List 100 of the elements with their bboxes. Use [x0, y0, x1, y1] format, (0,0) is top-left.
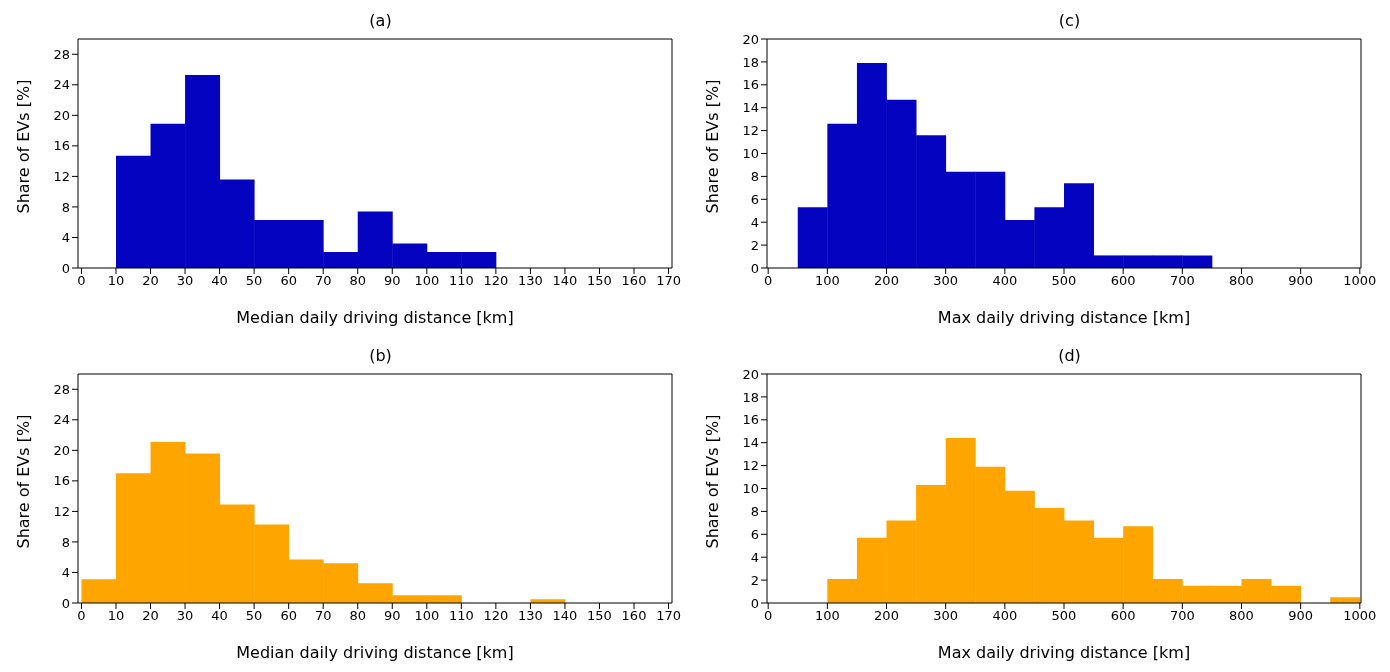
y-tick-label: 14: [742, 435, 759, 451]
y-tick-label: 8: [61, 534, 70, 550]
x-tick-label: 100: [814, 608, 840, 624]
x-tick-label: 600: [1110, 273, 1136, 289]
y-tick-label: 10: [742, 146, 759, 162]
x-tick-label: 0: [77, 273, 86, 289]
y-axis-title: Share of EVs [%]: [702, 414, 722, 549]
y-tick-label: 12: [742, 458, 759, 474]
y-tick-label: 6: [750, 526, 759, 542]
x-tick-label: 800: [1229, 608, 1254, 624]
y-tick-label: 16: [53, 138, 70, 154]
x-tick-label: 170: [656, 273, 681, 289]
y-tick-label: 8: [750, 169, 759, 185]
x-axis-title: Median daily driving distance [km]: [236, 308, 514, 327]
x-tick-label: 110: [448, 273, 474, 289]
x-tick-label: 100: [814, 273, 840, 289]
x-tick-label: 60: [280, 273, 297, 289]
chart-title: (b): [369, 346, 392, 365]
x-tick-label: 40: [211, 608, 228, 624]
y-tick-label: 16: [53, 473, 70, 489]
y-tick-label: 24: [53, 77, 70, 93]
y-tick-label: 4: [750, 549, 759, 565]
x-tick-label: 100: [414, 608, 440, 624]
x-tick-label: 10: [107, 273, 125, 289]
x-tick-label: 0: [77, 608, 86, 624]
x-tick-label: 150: [587, 608, 612, 624]
x-tick-label: 30: [176, 273, 194, 289]
y-tick-label: 0: [750, 260, 759, 276]
y-tick-label: 10: [742, 481, 759, 497]
y-tick-label: 2: [750, 572, 759, 588]
x-tick-label: 60: [280, 608, 297, 624]
y-tick-label: 4: [61, 230, 70, 246]
x-tick-label: 700: [1169, 608, 1195, 624]
y-axis-title: Share of EVs [%]: [702, 79, 722, 214]
x-tick-label: 20: [142, 608, 159, 624]
y-tick-label: 14: [742, 100, 759, 116]
x-tick-label: 130: [517, 273, 543, 289]
x-axis-title: Median daily driving distance [km]: [236, 643, 514, 662]
x-tick-label: 120: [483, 273, 509, 289]
x-tick-label: 130: [517, 608, 543, 624]
x-tick-label: 900: [1288, 608, 1314, 624]
x-tick-label: 200: [874, 608, 899, 624]
y-tick-label: 0: [61, 260, 70, 276]
x-tick-label: 150: [587, 273, 612, 289]
y-tick-label: 16: [742, 412, 759, 428]
y-tick-label: 8: [750, 504, 759, 520]
x-tick-label: 160: [621, 608, 647, 624]
x-tick-label: 30: [176, 608, 194, 624]
chart-title: (d): [1058, 346, 1081, 365]
x-tick-label: 1000: [1343, 608, 1377, 624]
x-tick-label: 600: [1110, 608, 1136, 624]
x-tick-label: 10: [107, 608, 125, 624]
y-tick-label: 28: [53, 381, 70, 397]
x-tick-label: 400: [992, 608, 1018, 624]
y-tick-label: 2: [750, 237, 759, 253]
y-tick-label: 4: [750, 214, 759, 230]
x-tick-label: 0: [764, 608, 773, 624]
x-tick-label: 300: [933, 608, 959, 624]
chart-title: (c): [1058, 11, 1081, 30]
x-tick-label: 0: [764, 273, 773, 289]
x-tick-label: 700: [1169, 273, 1195, 289]
x-tick-label: 90: [383, 608, 401, 624]
x-axis-title: Max daily driving distance [km]: [937, 643, 1191, 662]
x-axis-title: Max daily driving distance [km]: [937, 308, 1191, 327]
y-tick-label: 24: [53, 412, 70, 428]
x-tick-label: 110: [448, 608, 474, 624]
x-tick-label: 500: [1051, 273, 1077, 289]
y-tick-label: 0: [750, 595, 759, 611]
x-tick-label: 90: [383, 273, 401, 289]
y-tick-label: 20: [742, 31, 759, 47]
x-tick-label: 140: [552, 608, 578, 624]
x-tick-label: 900: [1288, 273, 1314, 289]
y-tick-label: 28: [53, 46, 70, 62]
chart-title: (a): [369, 11, 392, 30]
x-tick-label: 400: [992, 273, 1018, 289]
x-tick-label: 70: [314, 608, 332, 624]
x-tick-label: 500: [1051, 608, 1077, 624]
y-tick-label: 18: [742, 389, 759, 405]
x-tick-label: 20: [142, 273, 159, 289]
x-tick-label: 170: [656, 608, 681, 624]
y-tick-label: 8: [61, 199, 70, 215]
x-tick-label: 1000: [1343, 273, 1377, 289]
x-tick-label: 80: [349, 273, 367, 289]
x-tick-label: 40: [211, 273, 228, 289]
y-tick-label: 4: [61, 565, 70, 581]
x-tick-label: 80: [349, 608, 367, 624]
x-tick-label: 200: [874, 273, 899, 289]
y-tick-label: 16: [742, 77, 759, 93]
x-tick-label: 120: [483, 608, 509, 624]
y-tick-label: 0: [61, 595, 70, 611]
y-tick-label: 12: [53, 504, 70, 520]
x-tick-label: 70: [314, 273, 332, 289]
y-tick-label: 18: [742, 54, 759, 70]
y-tick-label: 12: [53, 169, 70, 185]
y-tick-label: 20: [53, 442, 70, 458]
y-axis-title: Share of EVs [%]: [13, 414, 33, 549]
x-tick-label: 50: [245, 608, 263, 624]
y-axis-title: Share of EVs [%]: [13, 79, 33, 214]
x-tick-label: 160: [621, 273, 647, 289]
y-tick-label: 20: [53, 107, 70, 123]
